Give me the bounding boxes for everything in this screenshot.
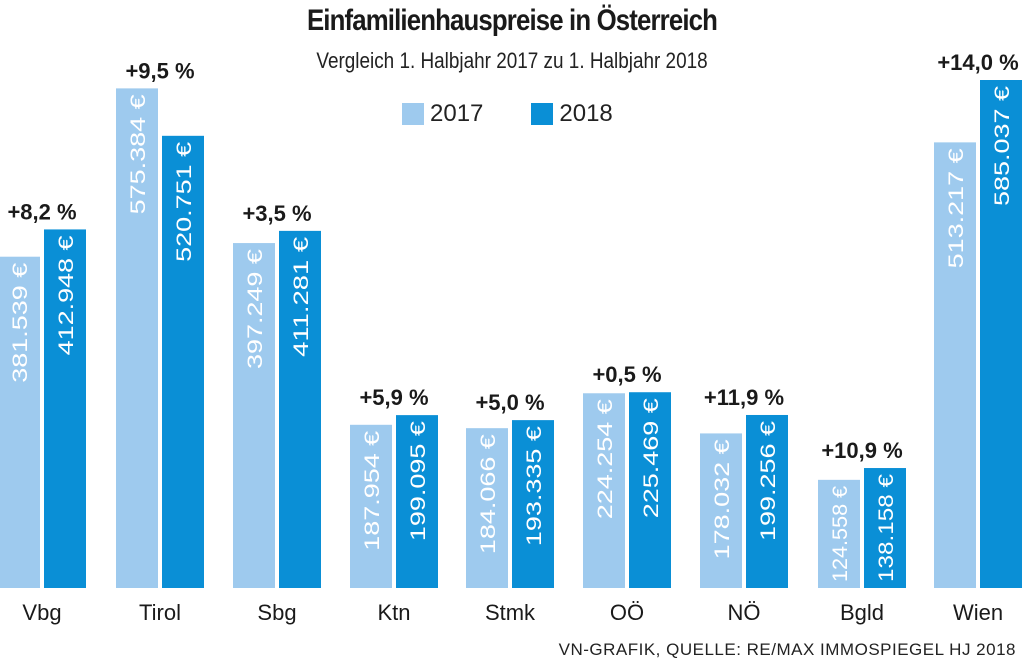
bar-Vbg-2018 — [44, 229, 86, 588]
x-tick-label-Ktn: Ktn — [377, 600, 410, 625]
bar-Ktn-2017 — [350, 424, 392, 588]
x-tick-label-Bgld: Bgld — [840, 600, 884, 625]
chart-title: Einfamilienhauspreise in Österreich — [306, 4, 718, 37]
data-label-NÖ-2017: 178.032 € — [711, 439, 734, 559]
data-label-Ktn-2017: 187.954 € — [361, 430, 384, 550]
data-label-Vbg-2017: 381.539 € — [9, 262, 32, 382]
change-label-NÖ: +11,9 % — [704, 385, 784, 410]
data-label-Wien-2018: 585.037 € — [991, 86, 1014, 206]
bar-NÖ-2017 — [700, 433, 742, 588]
bar-Ktn-2018 — [396, 415, 438, 588]
bar-NÖ-2018 — [746, 414, 788, 588]
change-label-Stmk: +5,0 % — [475, 390, 544, 415]
bar-Sbg-2017 — [233, 243, 275, 588]
bar-OÖ-2017 — [583, 393, 625, 588]
x-tick-label-Sbg: Sbg — [257, 600, 296, 625]
x-tick-label-Wien: Wien — [953, 600, 1003, 625]
change-label-Bgld: +10,9 % — [821, 438, 902, 463]
change-label-OÖ: +0,5 % — [592, 362, 661, 387]
data-label-Ktn-2018: 199.095 € — [407, 421, 430, 541]
bar-Wien-2017 — [934, 142, 976, 588]
data-label-Bgld-2018: 138.158 € — [875, 474, 898, 582]
change-label-Wien: +14,0 % — [937, 50, 1018, 75]
x-tick-label-Stmk: Stmk — [485, 600, 536, 625]
data-label-Tirol-2018: 520.751 € — [173, 141, 196, 261]
change-label-Sbg: +3,5 % — [242, 201, 311, 226]
data-label-NÖ-2018: 199.256 € — [757, 421, 780, 541]
x-tick-label-NÖ: NÖ — [728, 600, 761, 625]
x-tick-label-OÖ: OÖ — [610, 600, 644, 625]
bar-Tirol-2018 — [162, 135, 204, 588]
bar-OÖ-2018 — [629, 392, 671, 588]
data-label-Sbg-2017: 397.249 € — [244, 249, 267, 369]
legend-swatch-2017 — [402, 103, 424, 125]
legend-label-2017: 2017 — [430, 100, 484, 127]
data-label-Bgld-2017: 124.558 € — [829, 486, 852, 582]
data-label-OÖ-2017: 224.254 € — [594, 399, 617, 519]
bar-Bgld-2018 — [864, 468, 906, 588]
bar-Tirol-2017 — [116, 88, 158, 589]
bar-Wien-2018 — [980, 80, 1022, 588]
x-tick-label-Vbg: Vbg — [22, 600, 61, 625]
data-label-Stmk-2017: 184.066 € — [477, 434, 500, 554]
legend-item-2017: 2017 — [402, 100, 483, 128]
source-note: VN-GRAFIK, QUELLE: RE/MAX IMMOSPIEGEL HJ… — [558, 640, 1016, 659]
data-label-OÖ-2018: 225.469 € — [640, 398, 663, 518]
legend-label-2018: 2018 — [559, 100, 613, 127]
bar-Bgld-2017 — [818, 479, 860, 588]
legend-item-2018: 2018 — [531, 100, 613, 128]
legend: 2017 2018 — [402, 100, 661, 128]
change-label-Ktn: +5,9 % — [359, 385, 428, 410]
chart-subtitle: Vergleich 1. Halbjahr 2017 zu 1. Halbjah… — [316, 48, 708, 73]
data-label-Wien-2017: 513.217 € — [945, 148, 968, 268]
legend-swatch-2018 — [531, 103, 554, 125]
bar-Sbg-2018 — [279, 230, 321, 588]
change-label-Vbg: +8,2 % — [7, 199, 76, 224]
change-label-Tirol: +9,5 % — [125, 58, 194, 83]
bar-Vbg-2017 — [0, 256, 40, 588]
data-label-Tirol-2017: 575.384 € — [127, 94, 150, 214]
data-label-Vbg-2018: 412.948 € — [55, 235, 78, 355]
x-tick-label-Tirol: Tirol — [139, 600, 181, 625]
bar-Stmk-2017 — [466, 428, 508, 588]
data-label-Sbg-2018: 411.281 € — [290, 236, 313, 356]
bar-Stmk-2018 — [512, 420, 554, 588]
data-label-Stmk-2018: 193.335 € — [523, 426, 546, 546]
